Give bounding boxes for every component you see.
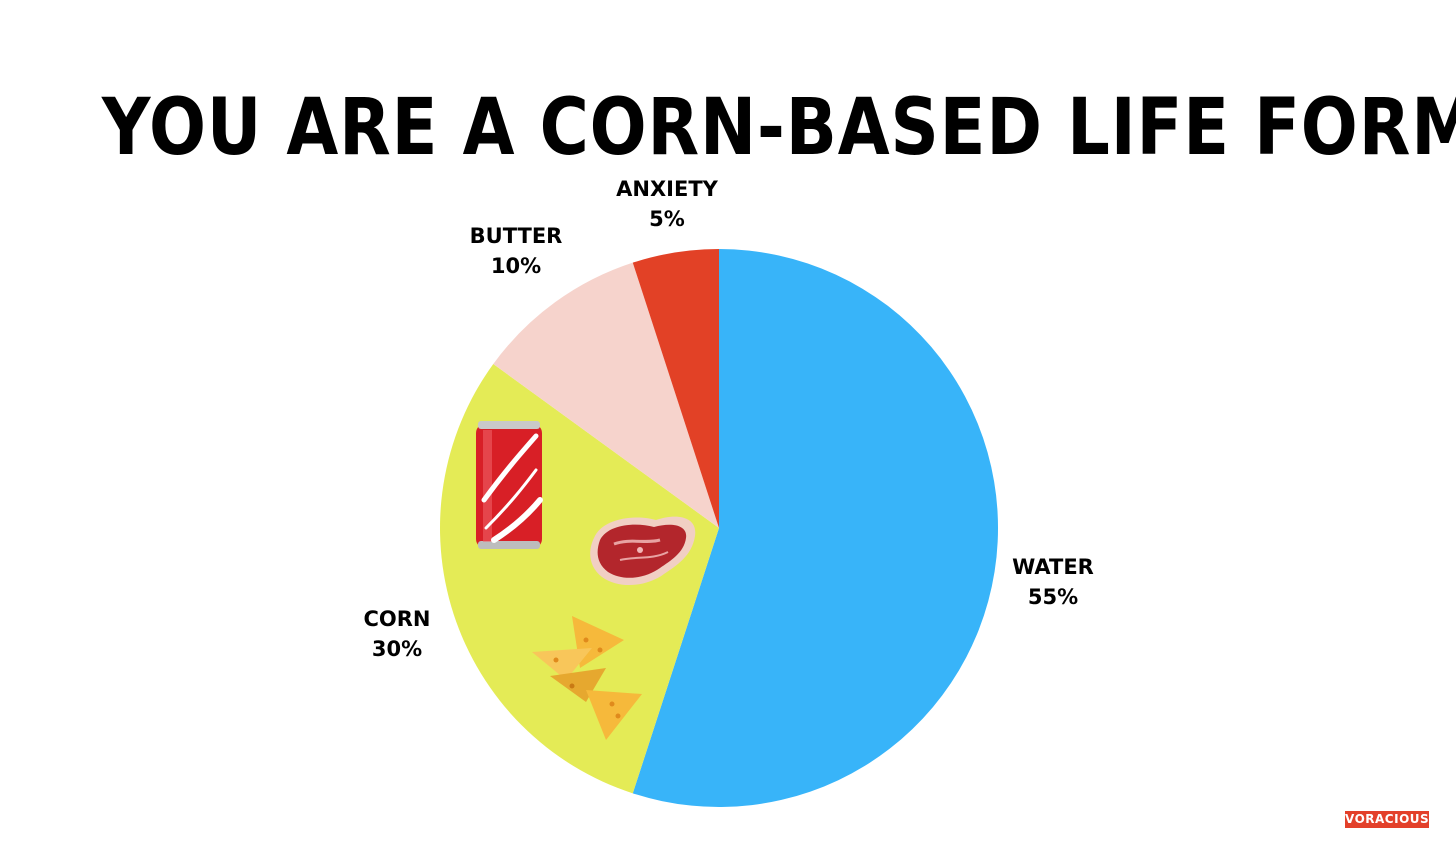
steak-icon [590, 516, 696, 586]
pie-slice-anxiety [632, 249, 719, 528]
tortilla-chips-icon [532, 616, 642, 740]
slice-label-butter-value: 10% [491, 254, 541, 278]
pie-slice-water [632, 249, 999, 808]
chart-title: YOU ARE A CORN-BASED LIFE FORM [101, 83, 1456, 173]
slice-label-corn-name: CORN [363, 607, 430, 631]
pie-slice-butter [493, 262, 719, 528]
slice-label-anxiety-name: ANXIETY [616, 177, 719, 201]
slice-labels: WATER 55% CORN 30% BUTTER 10% ANXIETY 5% [363, 177, 1093, 661]
soda-can-icon [476, 421, 543, 549]
slice-label-corn-value: 30% [372, 637, 422, 661]
slice-label-anxiety-value: 5% [649, 207, 685, 231]
slice-label-butter-name: BUTTER [470, 224, 563, 248]
slice-label-water-value: 55% [1028, 585, 1078, 609]
brand-logo: VORACIOUS [1345, 811, 1430, 828]
slice-label-water-name: WATER [1012, 555, 1094, 579]
